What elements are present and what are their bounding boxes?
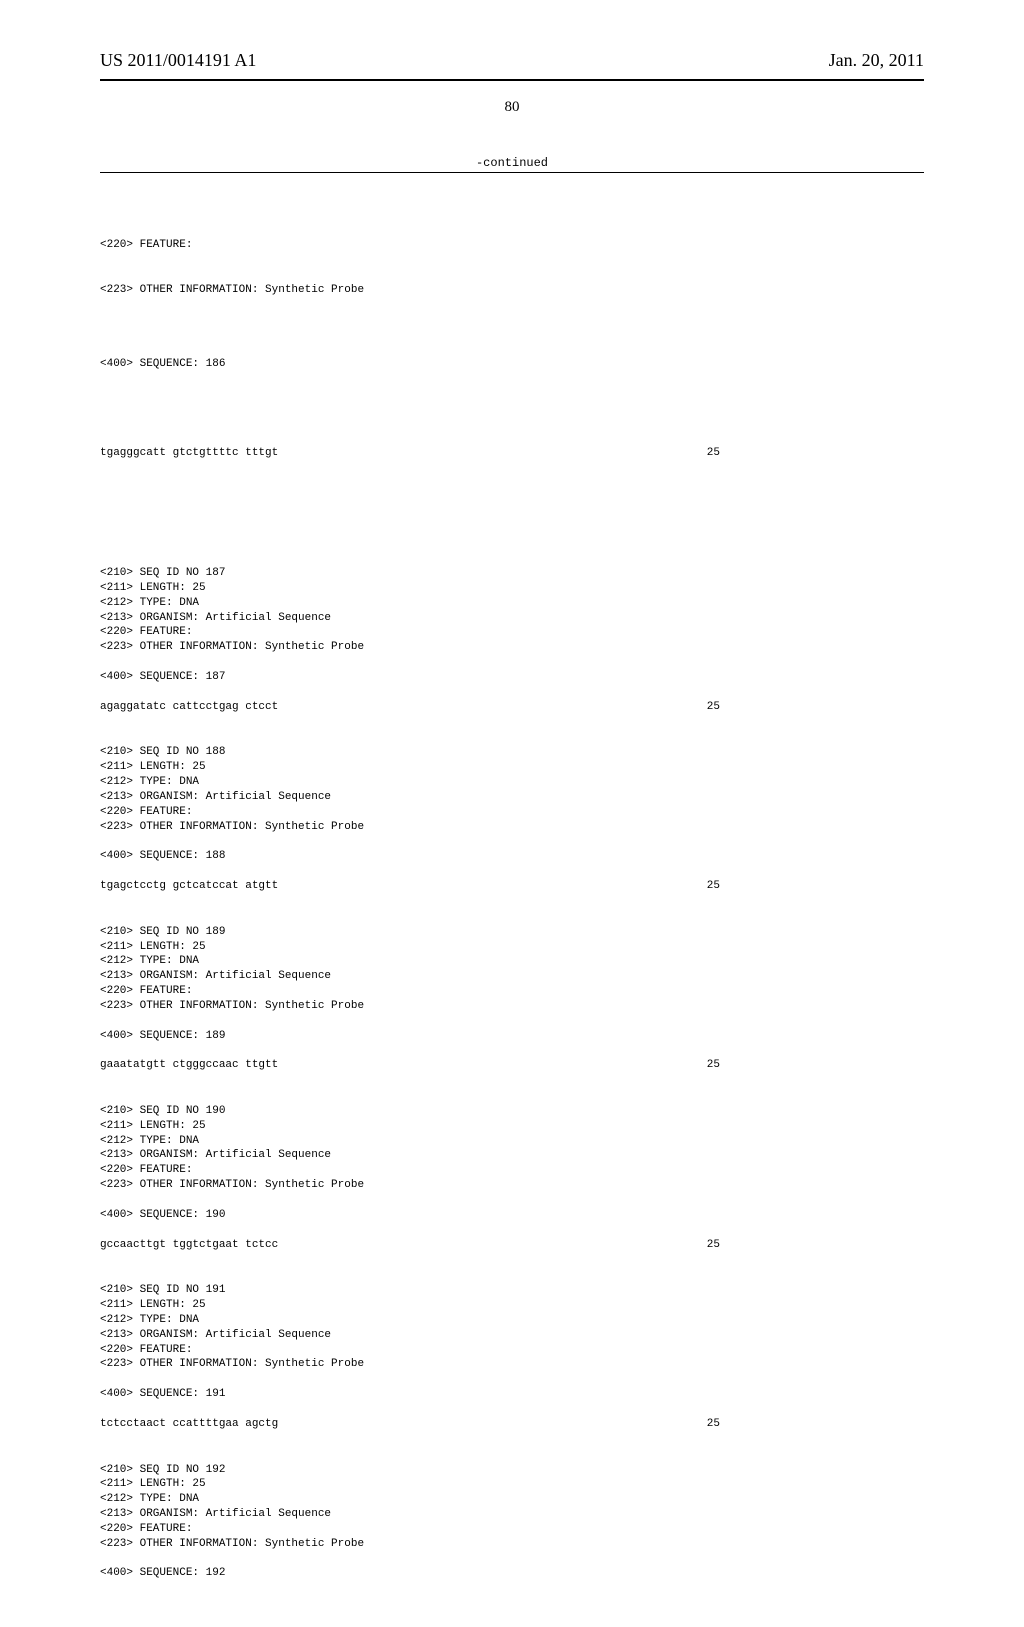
publication-number: US 2011/0014191 A1 [100, 50, 256, 71]
seq-entry-block: <210> SEQ ID NO 188<211> LENGTH: 25<212>… [100, 731, 924, 894]
seq-header-line: <212> TYPE: DNA [100, 1134, 924, 1149]
seq-header-line: <400> SEQUENCE: 192 [100, 1566, 924, 1581]
seq-blank-line [100, 1223, 924, 1238]
seq-blank-line [100, 1043, 924, 1058]
seq-header-line [100, 1372, 924, 1387]
seq-header-line: <212> TYPE: DNA [100, 775, 924, 790]
seq-blank-line [100, 731, 924, 746]
seq-header-line: <210> SEQ ID NO 189 [100, 925, 924, 940]
seq-header-line: <210> SEQ ID NO 192 [100, 1463, 924, 1478]
seq-blank-line [100, 1402, 924, 1417]
seq-header-line: <213> ORGANISM: Artificial Sequence [100, 1507, 924, 1522]
header-rule [100, 79, 924, 81]
seq-sequence: tctcctaact ccattttgaa agctg [100, 1417, 278, 1432]
publication-date: Jan. 20, 2011 [829, 50, 924, 71]
seq-data-line: tgagggcatt gtctgttttc tttgt 25 [100, 446, 720, 461]
seq-entry-block: <210> SEQ ID NO 189<211> LENGTH: 25<212>… [100, 910, 924, 1073]
seq-header-line: <211> LENGTH: 25 [100, 1119, 924, 1134]
seq-entry-block: <210> SEQ ID NO 192<211> LENGTH: 25<212>… [100, 1448, 924, 1582]
seq-entry-block: <210> SEQ ID NO 190<211> LENGTH: 25<212>… [100, 1089, 924, 1252]
seq-header-line: <223> OTHER INFORMATION: Synthetic Probe [100, 1357, 924, 1372]
seq-header-line: <210> SEQ ID NO 191 [100, 1283, 924, 1298]
seq-header-line: <213> ORGANISM: Artificial Sequence [100, 790, 924, 805]
seq-header-line [100, 655, 924, 670]
seq-entry-block: <210> SEQ ID NO 191<211> LENGTH: 25<212>… [100, 1268, 924, 1431]
seq-header-line: <400> SEQUENCE: 191 [100, 1387, 924, 1402]
seq-header-line: <400> SEQUENCE: 186 [100, 357, 924, 372]
seq-data-line: gaaatatgtt ctgggccaac ttgtt 25 [100, 1058, 720, 1073]
seq-header-line [100, 834, 924, 849]
seq-length: 25 [707, 1417, 720, 1432]
seq-header-line [100, 1193, 924, 1208]
seq-header-line: <211> LENGTH: 25 [100, 1477, 924, 1492]
seq-header-line: <400> SEQUENCE: 189 [100, 1029, 924, 1044]
seq-header-line: <210> SEQ ID NO 188 [100, 745, 924, 760]
seq-blank-line [100, 685, 924, 700]
seq-header-line: <400> SEQUENCE: 190 [100, 1208, 924, 1223]
seq-header-line: <212> TYPE: DNA [100, 954, 924, 969]
seq-blank-line [100, 864, 924, 879]
seq-header-line: <223> OTHER INFORMATION: Synthetic Probe [100, 1537, 924, 1552]
seq-length: 25 [707, 1058, 720, 1073]
seq-blank-line [100, 1268, 924, 1283]
seq-header-line: <210> SEQ ID NO 187 [100, 566, 924, 581]
page-number: 80 [100, 99, 924, 116]
seq-blank-line [100, 910, 924, 925]
seq-header-line: <220> FEATURE: [100, 984, 924, 999]
seq-length: 25 [707, 446, 720, 461]
seq-header-line: <400> SEQUENCE: 188 [100, 849, 924, 864]
seq-blank-line [100, 402, 924, 417]
seq-header-line: <212> TYPE: DNA [100, 596, 924, 611]
seq-data-line: gccaacttgt tggtctgaat tctcc 25 [100, 1238, 720, 1253]
seq-header-line: <212> TYPE: DNA [100, 1492, 924, 1507]
seq-header-line [100, 1552, 924, 1567]
seq-header-line: <220> FEATURE: [100, 1522, 924, 1537]
seq-header-line: <220> FEATURE: [100, 1343, 924, 1358]
seq-header-line: <213> ORGANISM: Artificial Sequence [100, 611, 924, 626]
seq-blank-line [100, 551, 924, 566]
seq-entries-container: <210> SEQ ID NO 187<211> LENGTH: 25<212>… [100, 551, 924, 1581]
page-header: US 2011/0014191 A1 Jan. 20, 2011 [100, 50, 924, 71]
seq-header-line: <220> FEATURE: [100, 1163, 924, 1178]
seq-blank-line [100, 1448, 924, 1463]
seq-header-line: <223> OTHER INFORMATION: Synthetic Probe [100, 820, 924, 835]
seq-header-line: <212> TYPE: DNA [100, 1313, 924, 1328]
seq-header-line [100, 1014, 924, 1029]
seq-header-line: <210> SEQ ID NO 190 [100, 1104, 924, 1119]
seq-initial-block: <220> FEATURE: <223> OTHER INFORMATION: … [100, 209, 924, 491]
seq-sequence: tgagggcatt gtctgttttc tttgt [100, 446, 278, 461]
seq-header-line: <223> OTHER INFORMATION: Synthetic Probe [100, 640, 924, 655]
seq-header-line: <400> SEQUENCE: 187 [100, 670, 924, 685]
seq-header-line: <220> FEATURE: [100, 805, 924, 820]
seq-header-line: <211> LENGTH: 25 [100, 1298, 924, 1313]
seq-header-line: <220> FEATURE: [100, 625, 924, 640]
seq-header-line: <213> ORGANISM: Artificial Sequence [100, 969, 924, 984]
continued-label: -continued [100, 156, 924, 170]
page-container: US 2011/0014191 A1 Jan. 20, 2011 80 -con… [0, 0, 1024, 1320]
seq-length: 25 [707, 879, 720, 894]
seq-header-line: <211> LENGTH: 25 [100, 581, 924, 596]
seq-length: 25 [707, 700, 720, 715]
seq-data-line: tgagctcctg gctcatccat atgtt 25 [100, 879, 720, 894]
seq-data-line: agaggatatc cattcctgag ctcct 25 [100, 700, 720, 715]
seq-sequence: gccaacttgt tggtctgaat tctcc [100, 1238, 278, 1253]
sequence-top-rule [100, 172, 924, 173]
seq-header-line: <223> OTHER INFORMATION: Synthetic Probe [100, 283, 924, 298]
seq-header-line: <223> OTHER INFORMATION: Synthetic Probe [100, 1178, 924, 1193]
seq-header-line: <213> ORGANISM: Artificial Sequence [100, 1148, 924, 1163]
seq-entry-block: <210> SEQ ID NO 187<211> LENGTH: 25<212>… [100, 551, 924, 714]
seq-header-line: <211> LENGTH: 25 [100, 940, 924, 955]
sequence-listing: <220> FEATURE: <223> OTHER INFORMATION: … [100, 179, 924, 1627]
seq-header-line: <223> OTHER INFORMATION: Synthetic Probe [100, 999, 924, 1014]
seq-sequence: agaggatatc cattcctgag ctcct [100, 700, 278, 715]
seq-sequence: gaaatatgtt ctgggccaac ttgtt [100, 1058, 278, 1073]
seq-blank-line [100, 1089, 924, 1104]
seq-length: 25 [707, 1238, 720, 1253]
seq-header-line: <220> FEATURE: [100, 238, 924, 253]
seq-sequence: tgagctcctg gctcatccat atgtt [100, 879, 278, 894]
seq-header-line: <213> ORGANISM: Artificial Sequence [100, 1328, 924, 1343]
seq-data-line: tctcctaact ccattttgaa agctg 25 [100, 1417, 720, 1432]
seq-header-line: <211> LENGTH: 25 [100, 760, 924, 775]
